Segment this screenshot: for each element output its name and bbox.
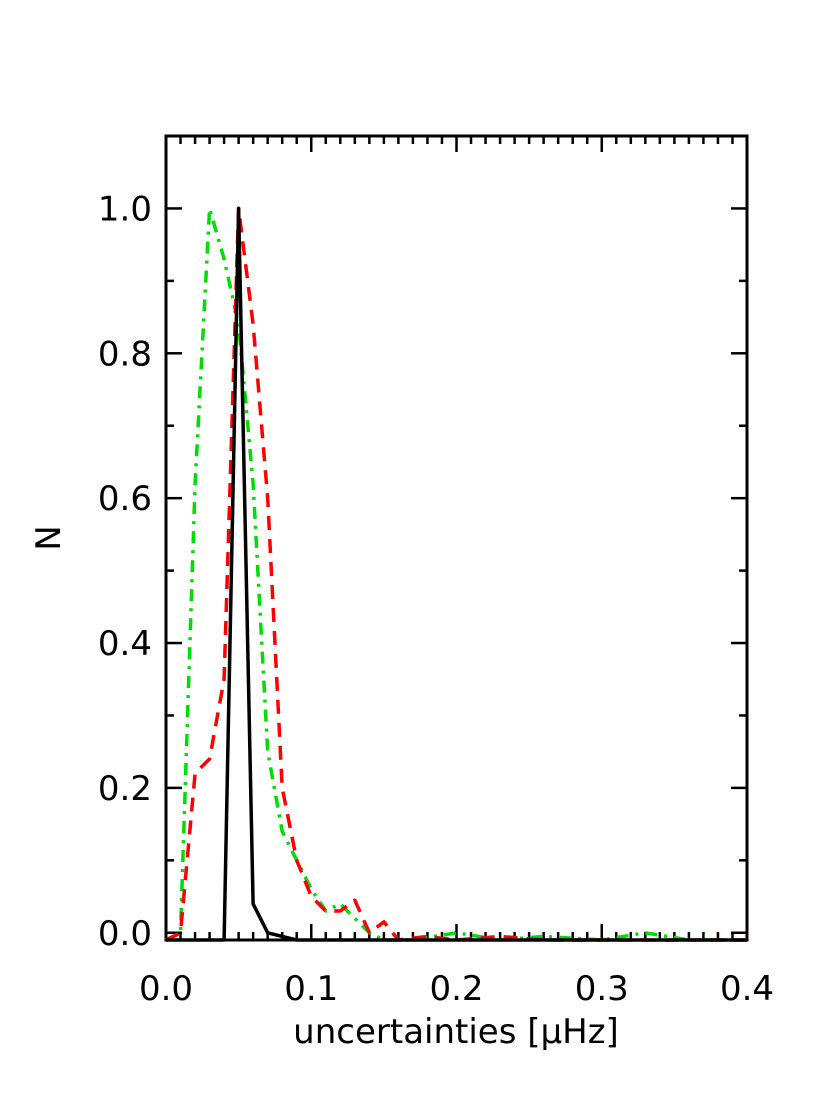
y-tick-label: 0.6 xyxy=(98,479,152,519)
series-line-dashdot xyxy=(165,206,747,942)
plot-frame xyxy=(164,134,749,942)
x-tick-label: 0.4 xyxy=(720,969,774,1009)
series-line-dashed xyxy=(165,206,747,942)
y-tick-label: 0.2 xyxy=(98,769,152,809)
axis-ticks xyxy=(164,136,749,940)
tick-labels: 0.0 0.1 0.2 0.3 0.4 0.0 0.2 0.4 0.6 0.8 1.0 xyxy=(98,189,774,1009)
y-tick-label: 0.4 xyxy=(98,624,152,664)
data-series xyxy=(165,206,747,942)
x-tick-label: 0.1 xyxy=(284,969,338,1009)
x-tick-label: 0.0 xyxy=(139,969,193,1009)
series-line-solid xyxy=(166,206,747,942)
x-tick-label: 0.2 xyxy=(429,969,483,1009)
x-axis-label: uncertainties [μHz] xyxy=(293,1012,619,1052)
y-tick-label: 1.0 xyxy=(98,189,152,229)
y-tick-label: 0.0 xyxy=(98,914,152,954)
y-axis-label: N xyxy=(29,525,69,550)
x-tick-label: 0.3 xyxy=(575,969,629,1009)
y-tick-label: 0.8 xyxy=(98,334,152,374)
